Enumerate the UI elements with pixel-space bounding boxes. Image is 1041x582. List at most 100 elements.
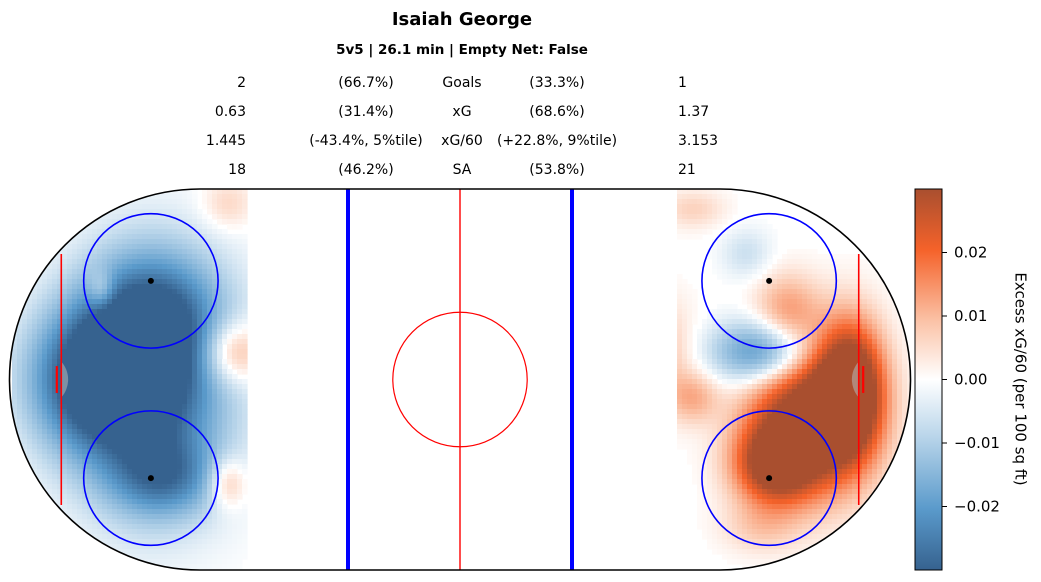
heat-cell	[867, 434, 873, 440]
heat-cell	[842, 339, 848, 345]
heat-cell	[847, 439, 853, 445]
heat-cell	[702, 464, 708, 470]
heat-cell	[32, 409, 38, 415]
heat-cell	[807, 274, 813, 280]
heat-cell	[87, 359, 93, 365]
heat-cell	[37, 294, 43, 300]
heat-cell	[217, 469, 223, 475]
heat-cell	[832, 304, 838, 310]
heat-cell	[217, 349, 223, 355]
heat-cell	[757, 364, 763, 370]
heat-cell	[182, 314, 188, 320]
heat-cell	[52, 294, 58, 300]
heat-cell	[127, 219, 133, 225]
heat-cell	[192, 414, 198, 420]
heat-cell	[12, 444, 18, 450]
heat-cell	[137, 299, 143, 305]
heat-cell	[117, 229, 123, 235]
heat-cell	[97, 399, 103, 405]
heat-cell	[682, 339, 688, 345]
heat-cell	[182, 264, 188, 270]
heat-cell	[152, 374, 158, 380]
heat-cell	[227, 209, 233, 215]
heat-cell	[737, 464, 743, 470]
heat-cell	[152, 214, 158, 220]
stat-right-value: 21	[678, 162, 696, 178]
heat-cell	[152, 254, 158, 260]
heat-cell	[32, 349, 38, 355]
heat-cell	[882, 359, 888, 365]
heat-cell	[757, 404, 763, 410]
heat-cell	[722, 194, 728, 200]
heat-cell	[217, 249, 223, 255]
heat-cell	[152, 224, 158, 230]
heat-cell	[47, 289, 53, 295]
heat-cell	[147, 219, 153, 225]
heat-cell	[742, 339, 748, 345]
heat-cell	[207, 279, 213, 285]
heat-cell	[177, 299, 183, 305]
heat-cell	[727, 459, 733, 465]
heat-cell	[747, 399, 753, 405]
heat-cell	[172, 299, 178, 305]
heat-cell	[207, 294, 213, 300]
heat-cell	[857, 289, 863, 295]
heat-cell	[102, 479, 108, 485]
heat-cell	[872, 344, 878, 350]
heat-cell	[872, 279, 878, 285]
heat-cell	[807, 384, 813, 390]
heat-cell	[112, 269, 118, 275]
heat-cell	[712, 309, 718, 315]
heat-cell	[117, 374, 123, 380]
heat-cell	[77, 284, 83, 290]
heat-cell	[902, 389, 908, 395]
heat-cell	[812, 369, 818, 375]
heat-cell	[87, 204, 93, 210]
heat-cell	[187, 369, 193, 375]
heat-cell	[782, 389, 788, 395]
heat-cell	[97, 449, 103, 455]
heat-cell	[682, 284, 688, 290]
heat-cell	[32, 424, 38, 430]
heat-cell	[197, 259, 203, 265]
heat-cell	[147, 249, 153, 255]
heat-cell	[842, 309, 848, 315]
heat-cell	[117, 444, 123, 450]
heat-cell	[722, 484, 728, 490]
heat-cell	[117, 304, 123, 310]
heat-cell	[817, 459, 823, 465]
stat-right-value: 1	[678, 75, 687, 91]
heat-cell	[787, 294, 793, 300]
heat-cell	[727, 259, 733, 265]
heat-cell	[197, 479, 203, 485]
heat-cell	[92, 269, 98, 275]
heat-cell	[167, 324, 173, 330]
heat-cell	[797, 259, 803, 265]
heat-cell	[732, 319, 738, 325]
heat-cell	[207, 234, 213, 240]
heat-cell	[237, 369, 243, 375]
heat-cell	[222, 214, 228, 220]
heat-cell	[97, 244, 103, 250]
heat-cell	[722, 274, 728, 280]
heat-cell	[227, 224, 233, 230]
heat-cell	[202, 419, 208, 425]
heat-cell	[157, 474, 163, 480]
heat-cell	[847, 364, 853, 370]
heat-cell	[17, 294, 23, 300]
heat-cell	[687, 454, 693, 460]
heat-cell	[177, 234, 183, 240]
heat-cell	[697, 354, 703, 360]
heat-cell	[122, 214, 128, 220]
heat-cell	[712, 199, 718, 205]
heat-cell	[762, 359, 768, 365]
heat-cell	[702, 429, 708, 435]
heat-cell	[22, 309, 28, 315]
heat-cell	[212, 284, 218, 290]
heat-cell	[827, 429, 833, 435]
heat-cell	[132, 314, 138, 320]
heat-cell	[132, 209, 138, 215]
heat-cell	[237, 254, 243, 260]
heat-cell	[732, 389, 738, 395]
heat-cell	[807, 354, 813, 360]
